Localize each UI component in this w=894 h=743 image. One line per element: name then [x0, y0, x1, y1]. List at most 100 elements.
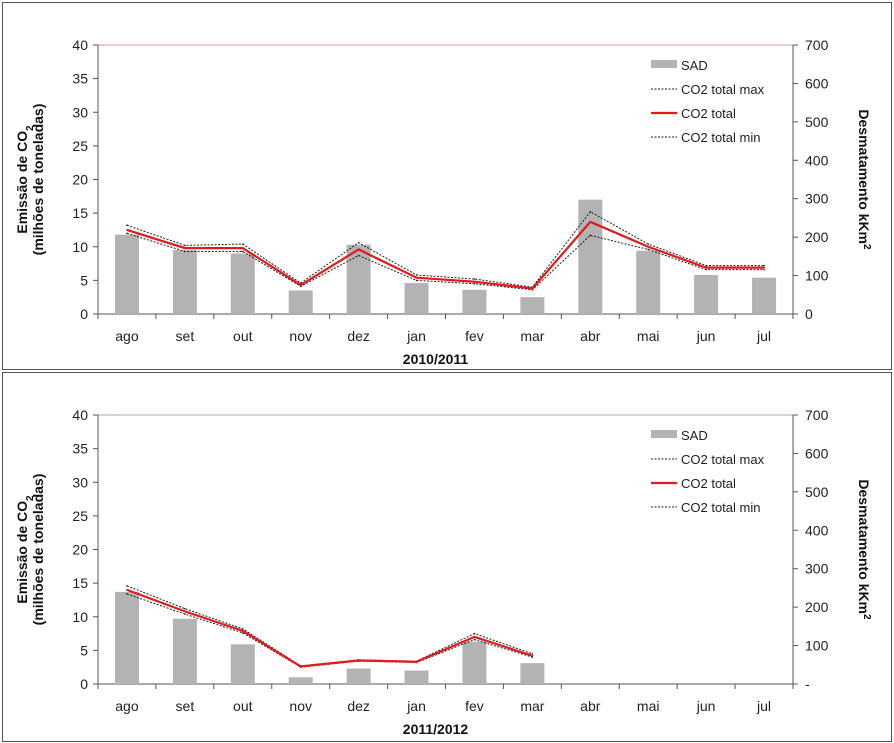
- bar-sad: [636, 250, 661, 314]
- x-tick-label: dez: [347, 328, 370, 344]
- chart-panel-2010-2011: 0 5 10 15 20 25 30 35 40 0 100 200 300 400 500 600 700 ag…: [2, 2, 892, 370]
- x-tick-label: jun: [696, 698, 716, 714]
- line-co2-total-min-point: [763, 268, 765, 271]
- line-co2-total-max-point: [589, 210, 592, 213]
- bar-sad: [114, 234, 139, 314]
- line-co2-total-min-point: [589, 234, 592, 237]
- y-tick-label-left: 0: [80, 676, 88, 692]
- line-co2-total-max-point: [473, 278, 476, 280]
- x-tick-label: ago: [115, 698, 139, 714]
- line-co2-total-min-point: [473, 282, 476, 285]
- y-tick-label-right: 200: [805, 229, 829, 245]
- y-axis-title-left: Emissão de CO2: [14, 495, 36, 604]
- line-co2-total-min-point: [647, 248, 650, 251]
- x-tick-label: mar: [520, 698, 544, 714]
- x-tick-label: mai: [637, 328, 660, 344]
- line-co2-total-max-point: [705, 264, 707, 267]
- y-tick-label-left: 15: [72, 575, 88, 591]
- line-co2-total-point: [415, 276, 418, 279]
- line-co2-total-point: [299, 665, 302, 668]
- line-co2-total-max-point: [126, 585, 128, 587]
- bar-sad: [288, 290, 313, 314]
- x-tick-label: jul: [756, 698, 771, 714]
- line-co2-total-point: [357, 659, 360, 662]
- x-tick-label: nov: [289, 328, 312, 344]
- line-co2-total-point: [357, 248, 360, 251]
- y-tick-label-right: 100: [805, 638, 829, 654]
- y-axis-title-left-sub: 2: [25, 125, 36, 131]
- line-co2-total-min-point: [241, 632, 244, 634]
- y-axis-title-left: Emissão de CO2: [14, 125, 36, 234]
- line-co2-total-point: [531, 654, 534, 657]
- x-tick-label: set: [176, 328, 195, 344]
- bar-sad: [462, 641, 487, 684]
- line-co2-total-point: [126, 589, 128, 591]
- bar-sad: [172, 618, 197, 684]
- legend-label: CO2 total: [681, 106, 736, 121]
- bar-sad: [578, 199, 603, 314]
- y-tick-label-left: 15: [72, 205, 88, 221]
- y-tick-label-left: 10: [72, 239, 88, 255]
- y-tick-label-left: 40: [72, 37, 88, 53]
- line-co2-total-max-point: [126, 224, 128, 227]
- legend-label: SAD: [681, 428, 708, 443]
- y-tick-label-right: 0: [805, 306, 813, 322]
- x-axis-title: 2010/2011: [403, 351, 469, 367]
- line-co2-total-max-point: [357, 241, 360, 244]
- line-co2-total-min-point: [415, 279, 418, 282]
- bar-sad: [114, 591, 139, 684]
- line-co2-total-min-point: [705, 268, 707, 271]
- line-co2-total-point: [531, 287, 534, 290]
- legend-label: SAD: [681, 58, 708, 73]
- line-co2-total-point: [763, 266, 765, 269]
- line-co2-total-point: [126, 229, 128, 231]
- line-co2-total-point: [241, 247, 244, 249]
- line-co2-total-point: [184, 247, 186, 249]
- line-co2-total-max-point: [241, 243, 244, 245]
- x-tick-label: fev: [465, 328, 484, 344]
- y-tick-label-left: 25: [72, 138, 88, 154]
- y-tick-label-left: 10: [72, 609, 88, 625]
- line-co2-total-max-point: [647, 243, 650, 245]
- line-co2-total-min-point: [357, 254, 360, 257]
- y-tick-label-right: 100: [805, 268, 829, 284]
- y-axis-title-right-sup: 2: [862, 244, 873, 250]
- y-tick-label-left: 20: [72, 542, 88, 558]
- x-tick-label: jul: [756, 328, 771, 344]
- line-co2-total-max-point: [241, 628, 244, 630]
- line-co2-total-max-point: [531, 652, 534, 655]
- line-co2-total-min-point: [126, 232, 128, 235]
- y-axis-title-right: Desmatamento kKm2: [856, 479, 873, 620]
- y-axis-title-left-sub: 2: [25, 495, 36, 501]
- x-tick-label: dez: [347, 698, 370, 714]
- bar-sad: [752, 277, 777, 314]
- y-tick-label-right: 300: [805, 191, 829, 207]
- x-tick-label: abr: [580, 698, 601, 714]
- line-co2-total-point: [647, 245, 650, 248]
- line-co2-total-max: [126, 211, 765, 288]
- bar-sad: [346, 668, 371, 684]
- x-tick-label: mar: [520, 328, 544, 344]
- bar-sad: [230, 253, 255, 314]
- y-axis-title-left-main: Emissão de CO: [14, 501, 30, 604]
- x-tick-label: jan: [406, 328, 426, 344]
- y-tick-label-right: 600: [805, 445, 829, 461]
- x-tick-label: nov: [289, 698, 312, 714]
- line-co2-total-min-point: [241, 250, 244, 253]
- y-tick-label-right: 200: [805, 599, 829, 615]
- y-axis-title-left-main: Emissão de CO: [14, 131, 30, 234]
- x-tick-label: out: [233, 698, 253, 714]
- legend-label: CO2 total min: [681, 130, 760, 145]
- legend-label: CO2 total max: [681, 82, 765, 97]
- legend-label: CO2 total max: [681, 452, 765, 467]
- line-co2-total-point: [241, 630, 244, 632]
- y-tick-label-right: 700: [805, 407, 829, 423]
- line-co2-total-max-point: [184, 607, 186, 610]
- y-tick-label-left: 5: [80, 642, 88, 658]
- line-co2-total-max-point: [299, 282, 302, 284]
- y-tick-label-left: 20: [72, 172, 88, 188]
- y-tick-label-left: 30: [72, 104, 88, 120]
- x-tick-label: out: [233, 328, 253, 344]
- line-co2-total-min-point: [184, 250, 186, 253]
- legend-label: CO2 total min: [681, 500, 760, 515]
